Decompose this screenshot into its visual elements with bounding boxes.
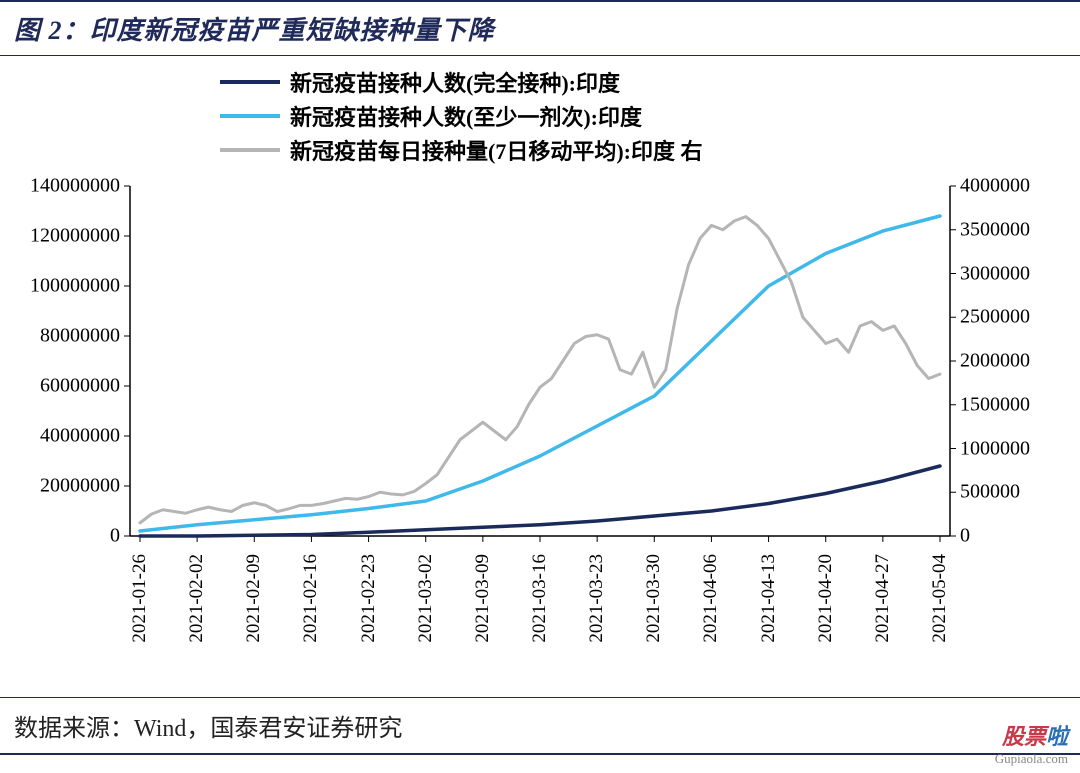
legend-label: 新冠疫苗接种人数(至少一剂次):印度: [290, 100, 642, 132]
x-tick-label: 2021-04-06: [700, 554, 722, 643]
y-left-tick-label: 20000000: [40, 475, 120, 498]
y-right-tick-label: 500000: [960, 481, 1020, 504]
watermark: 股票啦 Gupiaola.com: [995, 719, 1068, 767]
x-tick-label: 2021-04-13: [758, 554, 780, 643]
watermark-url: Gupiaola.com: [995, 751, 1068, 767]
chart-area: 新冠疫苗接种人数(完全接种):印度新冠疫苗接种人数(至少一剂次):印度新冠疫苗每…: [0, 56, 1080, 676]
series-line: [140, 466, 940, 536]
y-axis-right: 0500000100000015000002000000250000030000…: [955, 176, 1070, 536]
x-tick-label: 2021-04-27: [872, 554, 894, 643]
chart-title: 图 2：印度新冠疫苗严重短缺接种量下降: [0, 0, 1080, 56]
y-right-tick-label: 4000000: [960, 175, 1030, 198]
x-tick-label: 2021-05-04: [929, 554, 951, 643]
series-line: [140, 216, 940, 531]
y-left-tick-label: 100000000: [30, 275, 120, 298]
y-left-tick-label: 0: [110, 525, 120, 548]
x-axis: 2021-01-26 2021-02-02 2021-02-09 2021-02-16…: [130, 546, 950, 666]
source-citation: 数据来源：Wind，国泰君安证券研究: [0, 697, 1080, 755]
x-tick-label: 2021-04-20: [815, 554, 837, 643]
legend-item: 新冠疫苗每日接种量(7日移动平均):印度 右: [220, 134, 702, 166]
x-tick-label: 2021-01-26: [129, 554, 151, 643]
watermark-suffix: 啦: [1046, 724, 1068, 749]
x-tick-label: 2021-03-30: [643, 554, 665, 643]
watermark-brand: 股票: [1002, 724, 1046, 749]
series-line: [140, 217, 940, 523]
y-right-tick-label: 2000000: [960, 350, 1030, 373]
y-left-tick-label: 140000000: [30, 175, 120, 198]
y-left-tick-label: 40000000: [40, 425, 120, 448]
y-right-tick-label: 3500000: [960, 218, 1030, 241]
y-right-tick-label: 1500000: [960, 393, 1030, 416]
x-tick-label: 2021-02-02: [186, 554, 208, 643]
y-left-tick-label: 60000000: [40, 375, 120, 398]
y-right-tick-label: 3000000: [960, 262, 1030, 285]
x-tick-label: 2021-02-16: [300, 554, 322, 643]
legend-label: 新冠疫苗每日接种量(7日移动平均):印度 右: [290, 134, 702, 166]
plot-area: [130, 186, 950, 536]
legend-item: 新冠疫苗接种人数(完全接种):印度: [220, 66, 702, 98]
x-tick-label: 2021-03-09: [472, 554, 494, 643]
legend: 新冠疫苗接种人数(完全接种):印度新冠疫苗接种人数(至少一剂次):印度新冠疫苗每…: [220, 66, 702, 168]
y-axis-left: 0200000004000000060000000800000001000000…: [0, 176, 125, 536]
legend-item: 新冠疫苗接种人数(至少一剂次):印度: [220, 100, 702, 132]
y-right-tick-label: 2500000: [960, 306, 1030, 329]
y-left-tick-label: 80000000: [40, 325, 120, 348]
x-tick-label: 2021-03-23: [586, 554, 608, 643]
x-tick-label: 2021-03-16: [529, 554, 551, 643]
x-tick-label: 2021-02-23: [358, 554, 380, 643]
x-tick-label: 2021-03-02: [415, 554, 437, 643]
legend-label: 新冠疫苗接种人数(完全接种):印度: [290, 66, 620, 98]
x-tick-label: 2021-02-09: [243, 554, 265, 643]
y-left-tick-label: 120000000: [30, 225, 120, 248]
y-right-tick-label: 0: [960, 525, 970, 548]
y-right-tick-label: 1000000: [960, 437, 1030, 460]
